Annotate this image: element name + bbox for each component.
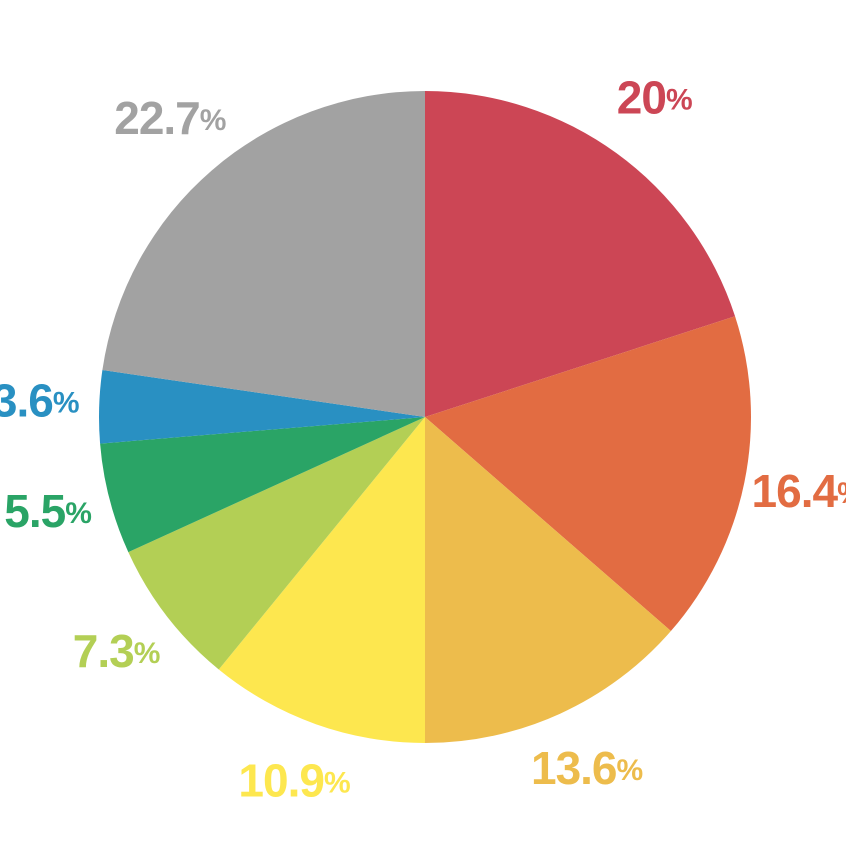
slice-label: 16.4% xyxy=(752,465,846,517)
pie-slice xyxy=(100,417,425,553)
pie-slice xyxy=(128,417,425,670)
slice-label: 10.9% xyxy=(238,755,350,807)
pie-slice xyxy=(425,91,736,417)
slice-label: 5.5% xyxy=(4,485,91,537)
pie-slice xyxy=(425,417,671,743)
pie-slice xyxy=(102,91,425,417)
slice-label: 7.3% xyxy=(73,625,160,677)
slice-label: 22.7% xyxy=(114,92,226,144)
pie-slice xyxy=(218,417,425,743)
slice-label: 13.6% xyxy=(531,742,643,794)
pie-slice xyxy=(425,316,751,632)
slice-label: 20% xyxy=(617,72,692,124)
slice-label: 3.6% xyxy=(0,375,79,427)
pie-slice xyxy=(99,370,425,444)
